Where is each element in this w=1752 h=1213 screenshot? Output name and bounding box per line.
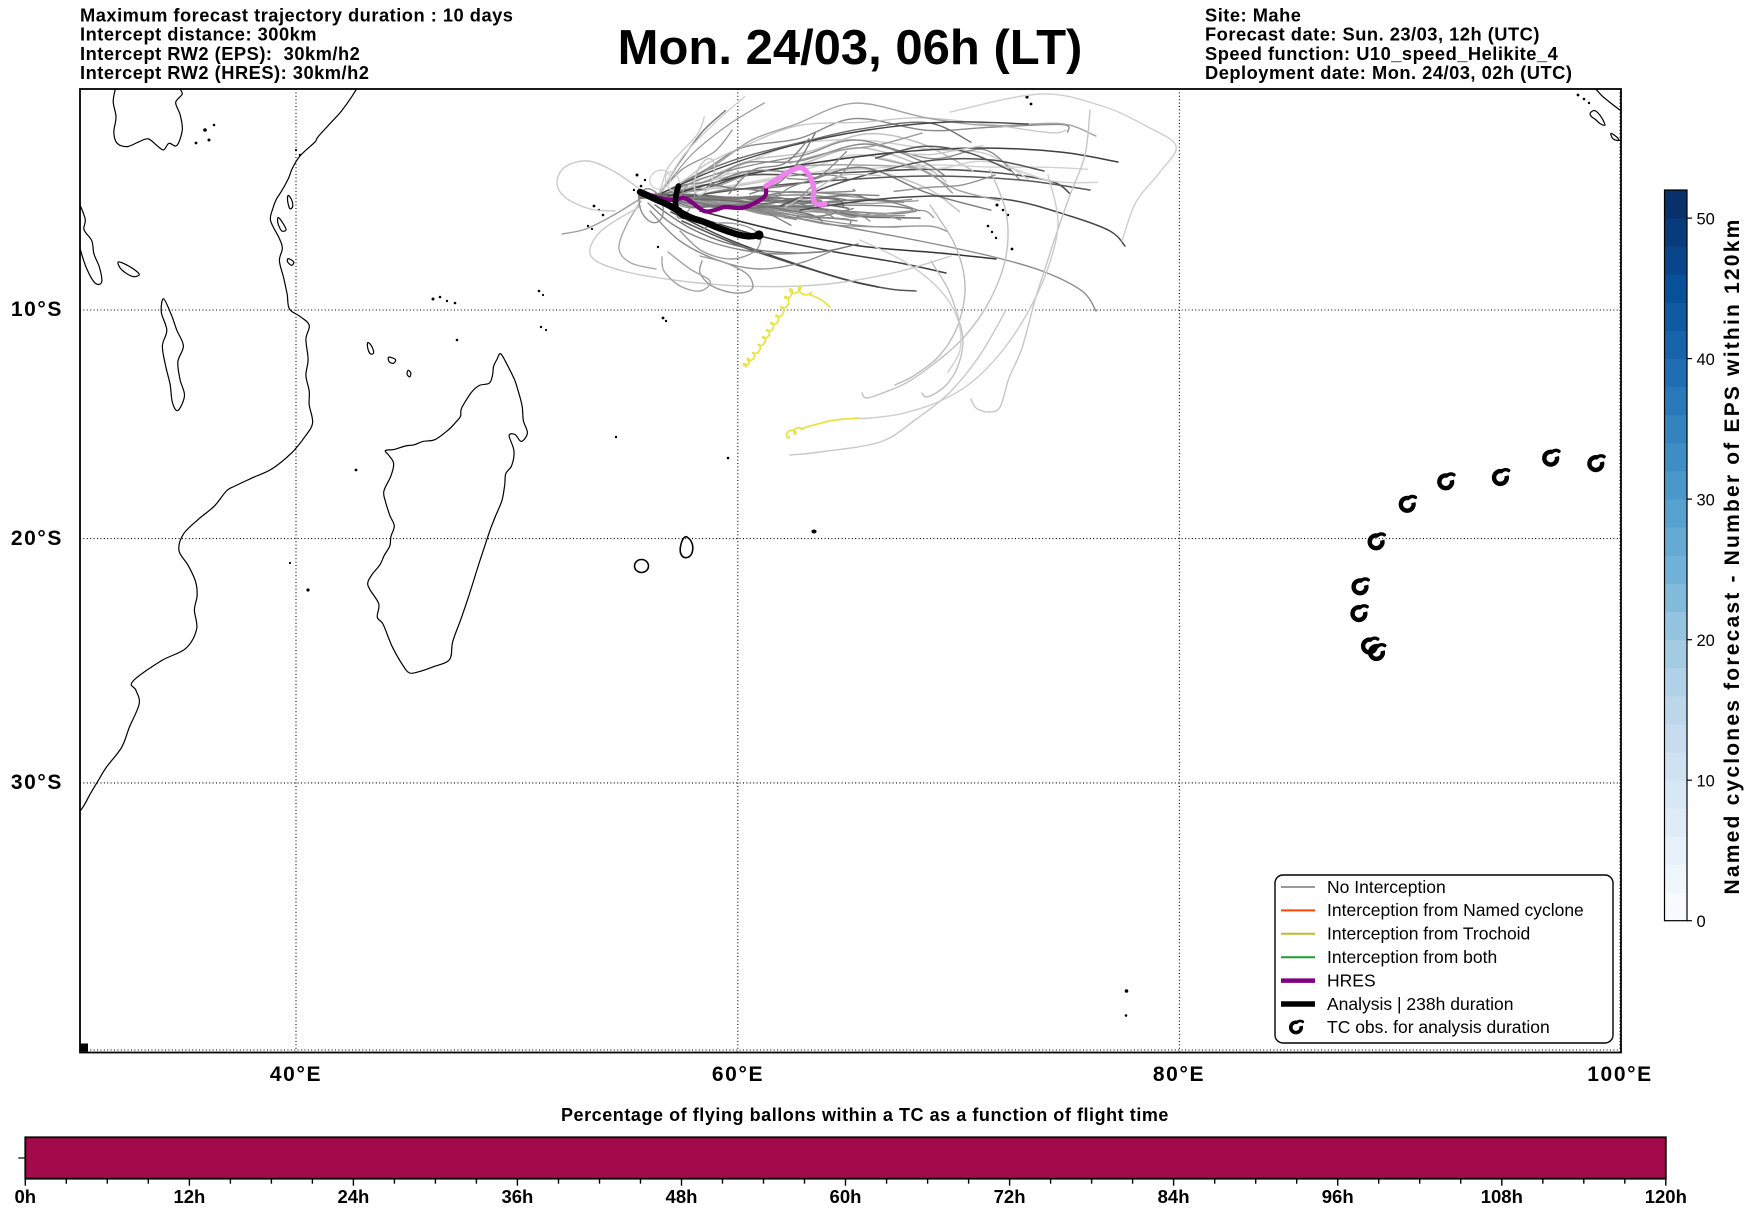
svg-text:100°E: 100°E	[1587, 1063, 1652, 1086]
svg-text:TC obs. for analysis duration: TC obs. for analysis duration	[1327, 1017, 1550, 1037]
svg-text:0h: 0h	[15, 1186, 37, 1207]
svg-text:50: 50	[1697, 211, 1715, 229]
svg-text:20: 20	[1697, 632, 1715, 650]
svg-text:Mon. 24/03, 06h (LT): Mon. 24/03, 06h (LT)	[618, 21, 1083, 75]
svg-text:30°S: 30°S	[11, 771, 63, 794]
svg-text:48h: 48h	[666, 1186, 698, 1207]
svg-text:Forecast date: Sun. 23/03, 12h: Forecast date: Sun. 23/03, 12h (UTC)	[1205, 24, 1540, 45]
svg-text:24h: 24h	[337, 1186, 369, 1207]
svg-text:60h: 60h	[830, 1186, 862, 1207]
svg-text:60°E: 60°E	[712, 1063, 764, 1086]
svg-text:96h: 96h	[1322, 1186, 1354, 1207]
svg-text:Named cyclones forecast - Numb: Named cyclones forecast - Number of EPS …	[1721, 218, 1744, 895]
svg-text:Interception from Named cyclon: Interception from Named cyclone	[1327, 900, 1584, 920]
svg-text:Speed function: U10_speed_Heli: Speed function: U10_speed_Helikite_4	[1205, 43, 1559, 64]
svg-text:No Interception: No Interception	[1327, 877, 1446, 897]
svg-text:Maximum forecast trajectory du: Maximum forecast trajectory duration : 1…	[80, 5, 513, 26]
svg-text:72h: 72h	[994, 1186, 1026, 1207]
svg-text:30: 30	[1697, 492, 1715, 510]
svg-text:Site: Mahe: Site: Mahe	[1205, 5, 1301, 26]
svg-text:40°E: 40°E	[270, 1063, 322, 1086]
svg-text:Intercept RW2 (EPS): 30km/h2: Intercept RW2 (EPS): 30km/h2	[80, 43, 360, 64]
svg-text:HRES: HRES	[1327, 970, 1376, 990]
svg-text:Deployment date: Mon. 24/03, 0: Deployment date: Mon. 24/03, 02h (UTC)	[1205, 62, 1572, 83]
svg-text:Analysis | 238h duration: Analysis | 238h duration	[1327, 994, 1513, 1014]
svg-text:40: 40	[1697, 351, 1715, 369]
svg-text:12h: 12h	[173, 1186, 205, 1207]
svg-text:Percentage of flying ballons w: Percentage of flying ballons within a TC…	[561, 1105, 1169, 1125]
svg-text:Interception from Trochoid: Interception from Trochoid	[1327, 924, 1530, 944]
svg-text:0: 0	[1697, 913, 1706, 931]
svg-text:Interception from both: Interception from both	[1327, 947, 1497, 967]
svg-text:80°E: 80°E	[1153, 1063, 1205, 1086]
svg-text:Intercept distance: 300km: Intercept distance: 300km	[80, 24, 317, 45]
svg-text:84h: 84h	[1158, 1186, 1190, 1207]
svg-text:10: 10	[1697, 773, 1715, 791]
svg-text:Intercept RW2 (HRES): 30km/h2: Intercept RW2 (HRES): 30km/h2	[80, 62, 369, 83]
svg-text:20°S: 20°S	[11, 527, 63, 550]
svg-text:36h: 36h	[501, 1186, 533, 1207]
svg-text:108h: 108h	[1481, 1186, 1523, 1207]
svg-text:10°S: 10°S	[11, 298, 63, 321]
svg-text:120h: 120h	[1645, 1186, 1687, 1207]
